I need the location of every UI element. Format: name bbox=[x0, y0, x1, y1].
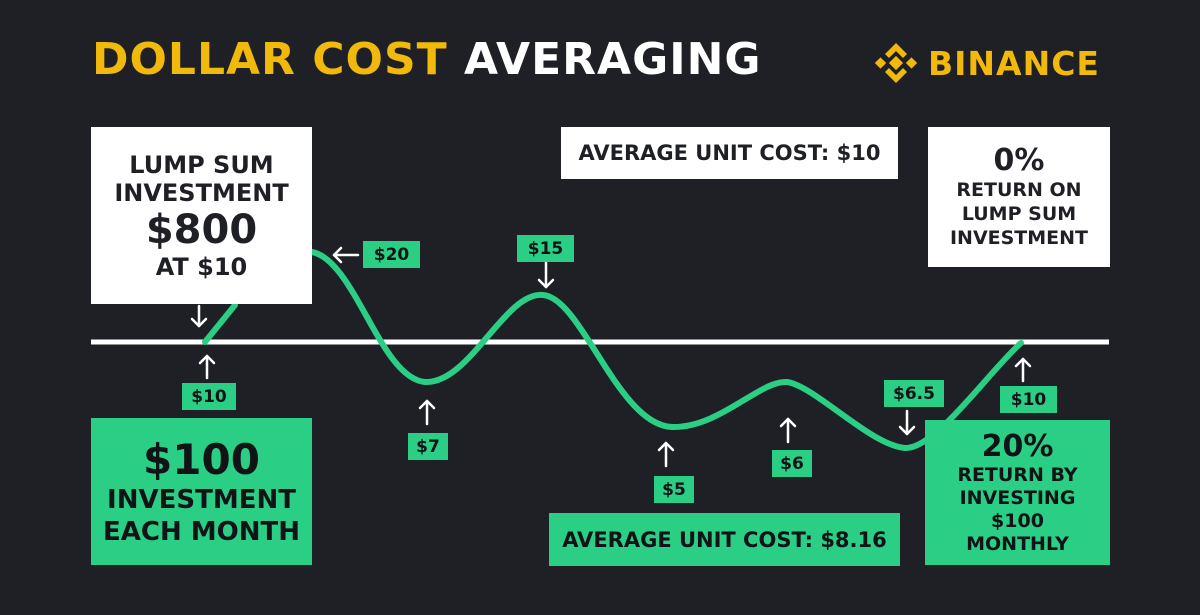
dca-return-line4: MONTHLY bbox=[966, 532, 1069, 555]
arrow-lump-down-icon bbox=[190, 304, 208, 328]
brand-name: BINANCE bbox=[928, 43, 1100, 83]
price-tag-5: $5 bbox=[654, 476, 694, 503]
price-tag-7: $7 bbox=[408, 433, 448, 460]
monthly-amount: $100 bbox=[143, 434, 260, 484]
dca-return-card: 20% RETURN BY INVESTING $100 MONTHLY bbox=[925, 420, 1110, 565]
monthly-line2: EACH MONTH bbox=[102, 516, 300, 547]
dca-return-value: 20% bbox=[981, 428, 1054, 464]
dca-return-line1: RETURN BY bbox=[957, 463, 1078, 486]
average-unit-cost-dca: AVERAGE UNIT COST: $8.16 bbox=[549, 513, 900, 566]
lump-sum-line2: INVESTMENT bbox=[114, 178, 289, 207]
price-line bbox=[202, 249, 1024, 451]
page-title: DOLLAR COST AVERAGING bbox=[92, 30, 762, 90]
price-tag-10-start: $10 bbox=[182, 383, 236, 410]
average-unit-cost-lump: AVERAGE UNIT COST: $10 bbox=[561, 127, 898, 179]
lump-return-value: 0% bbox=[993, 143, 1045, 178]
lump-sum-price: AT $10 bbox=[155, 252, 248, 281]
arrow-down-6-5-icon bbox=[898, 409, 916, 436]
lump-return-line3: INVESTMENT bbox=[949, 227, 1089, 249]
dca-return-line3: $100 bbox=[991, 509, 1044, 532]
monthly-investment-card: $100 INVESTMENT EACH MONTH bbox=[91, 418, 312, 565]
dca-return-line2: INVESTING bbox=[959, 486, 1076, 509]
price-tag-10-end: $10 bbox=[1000, 386, 1057, 413]
monthly-line1: INVESTMENT bbox=[107, 484, 296, 515]
price-tag-6-5: $6.5 bbox=[884, 380, 944, 407]
arrow-up-10-icon bbox=[198, 354, 216, 380]
lump-return-card: 0% RETURN ON LUMP SUM INVESTMENT bbox=[928, 127, 1110, 267]
arrow-left-20-icon bbox=[332, 246, 360, 264]
lump-return-line2: LUMP SUM bbox=[961, 203, 1077, 225]
lump-return-line1: RETURN ON bbox=[956, 179, 1082, 201]
title-part-dollar-cost: DOLLAR COST bbox=[92, 34, 448, 85]
lump-sum-amount: $800 bbox=[145, 206, 258, 253]
lump-sum-line1: LUMP SUM bbox=[129, 150, 274, 179]
binance-logo-icon bbox=[874, 43, 918, 83]
lump-sum-card: LUMP SUM INVESTMENT $800 AT $10 bbox=[91, 127, 312, 304]
arrow-down-15-icon bbox=[537, 260, 555, 289]
arrow-up-10-end-icon bbox=[1014, 357, 1032, 383]
arrow-up-5-icon bbox=[657, 441, 675, 468]
arrow-up-7-icon bbox=[418, 399, 436, 426]
arrow-up-6-icon bbox=[779, 417, 797, 444]
title-part-averaging: AVERAGING bbox=[463, 34, 762, 85]
brand: BINANCE bbox=[872, 38, 1100, 88]
price-tag-6: $6 bbox=[772, 450, 812, 477]
price-tag-20: $20 bbox=[363, 241, 420, 268]
price-tag-15: $15 bbox=[517, 235, 574, 262]
